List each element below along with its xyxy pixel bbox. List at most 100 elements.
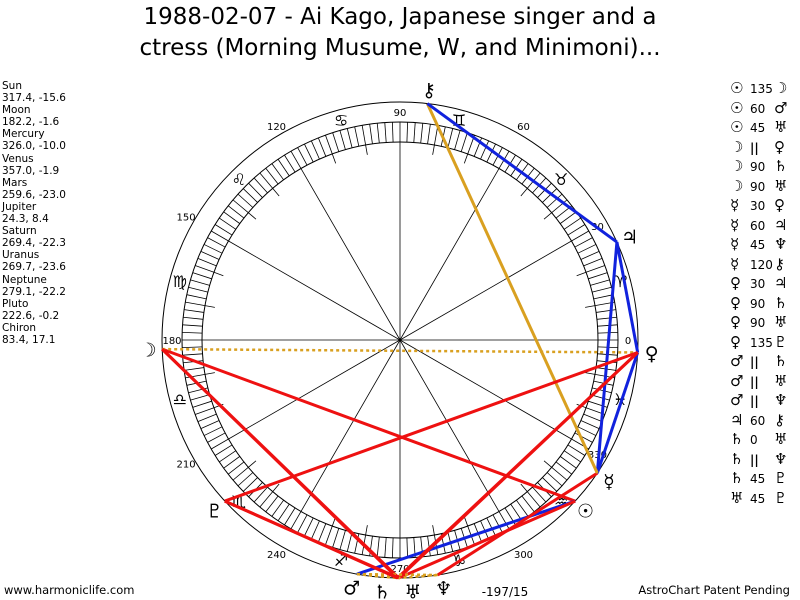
ring-tick <box>192 400 212 408</box>
planet-name: Uranus <box>2 249 40 262</box>
planet-coords: 357.0, -1.9 <box>2 164 60 177</box>
ring-tick <box>532 486 547 503</box>
aspect-line <box>426 102 618 244</box>
ring-tick <box>310 140 320 160</box>
planet-neptune-icon: ♆ <box>435 578 452 600</box>
degree-tick <box>463 153 469 164</box>
ring-tick <box>492 514 503 533</box>
planet-saturn-icon: ♄ <box>374 581 391 600</box>
ring-tick <box>265 167 279 185</box>
aspect-line <box>224 351 639 503</box>
website-link[interactable]: www.harmoniclife.com <box>4 583 135 597</box>
planet-glyph-icon: ♇ <box>774 332 788 351</box>
planet-name: Mercury <box>2 128 45 141</box>
ring-tick <box>223 456 241 469</box>
ring-tick <box>427 124 431 144</box>
planet-coords: 279.1, -22.2 <box>2 285 66 298</box>
planet-glyph-icon: ☽ <box>730 157 744 175</box>
planet-glyph-icon: ☉ <box>730 79 744 97</box>
planet-name: Chiron <box>2 321 37 334</box>
aspect-row: ☽ 90 ♅ <box>730 177 787 197</box>
ring-tick <box>542 477 558 492</box>
ring-tick <box>597 324 618 327</box>
aspect-value: || <box>750 452 759 467</box>
aspect-value: 135 <box>750 335 773 350</box>
ring-tick <box>391 537 394 558</box>
planet-glyph-icon: ♅ <box>774 118 788 136</box>
aspect-line <box>436 471 599 577</box>
planet-glyph-icon: ♂ <box>730 352 744 370</box>
planet-venus-icon: ♀ <box>645 343 659 365</box>
ring-tick <box>406 537 409 558</box>
aspect-line <box>356 499 576 576</box>
ring-tick <box>214 224 233 236</box>
planet-moon-icon: ☽ <box>140 340 157 362</box>
patent-notice: AstroChart Patent Pending <box>638 583 790 597</box>
aspect-row: ☽ 90 ♄ <box>730 157 787 177</box>
aspect-line <box>162 347 638 354</box>
ring-tick <box>526 491 541 508</box>
planet-glyph-icon: ♆ <box>774 235 788 253</box>
ring-tick <box>200 250 220 260</box>
degree-tick <box>543 460 552 468</box>
ring-tick <box>516 499 529 517</box>
aspect-value: 45 <box>750 472 766 486</box>
planet-glyph-icon: ♄ <box>730 430 744 448</box>
spoke-line <box>300 168 401 341</box>
ring-tick <box>332 132 340 152</box>
degree-tick <box>585 372 596 375</box>
ring-tick <box>325 135 333 155</box>
ring-tick <box>354 126 360 147</box>
planet-coords: 269.4, -22.3 <box>2 237 66 250</box>
spoke-line <box>228 339 401 440</box>
planet-name: Neptune <box>2 273 47 286</box>
degree-label: 0 <box>625 336 631 347</box>
planet-glyph-icon: ♆ <box>774 449 788 468</box>
degree-tick <box>331 153 337 164</box>
aspect-value: 120 <box>750 257 773 272</box>
ring-tick <box>277 503 290 521</box>
ring-tick <box>563 450 581 463</box>
aspect-value: || <box>750 355 759 369</box>
ring-tick <box>211 438 229 450</box>
ring-tick <box>376 123 380 144</box>
degree-tick <box>432 144 435 155</box>
aspect-value: 90 <box>750 160 766 174</box>
ring-tick <box>559 211 577 224</box>
aspect-row: ☿ 45 ♆ <box>730 235 787 255</box>
planet-glyph-icon: ⚷ <box>774 254 785 273</box>
aspect-row: ☉ 135☽ <box>730 79 787 99</box>
ring-tick <box>486 143 496 163</box>
ring-tick <box>253 177 268 194</box>
ring-tick <box>460 132 468 152</box>
degree-tick <box>272 483 280 492</box>
aspect-line <box>161 347 576 503</box>
ring-tick <box>237 472 254 487</box>
ring-tick <box>583 257 603 267</box>
ring-tick <box>190 279 210 286</box>
ring-tick <box>290 151 302 169</box>
aspect-line <box>398 499 576 580</box>
planet-glyph-icon: ♂ <box>730 391 744 409</box>
planet-coords: 326.0, -10.0 <box>2 140 66 153</box>
title-line-2: ctress (Morning Musume, W, and Minimoni)… <box>139 35 661 61</box>
planet-name: Sun <box>2 80 22 92</box>
aspect-row: ☿ 60 ♃ <box>730 216 787 236</box>
aspect-line <box>397 351 639 580</box>
planet-glyph-icon: ☉ <box>730 98 744 117</box>
degree-label: 60 <box>517 122 530 133</box>
ring-tick <box>596 309 616 313</box>
aspect-row: ♀ 90 ♅ <box>730 313 787 333</box>
ring-tick <box>384 122 387 143</box>
ring-tick <box>242 477 258 492</box>
ring-tick <box>580 250 600 260</box>
aspect-row: ♄ 0 ♅ <box>730 430 787 450</box>
planet-glyph-icon: ♅ <box>774 176 788 195</box>
ring-tick <box>420 123 424 144</box>
planet-jupiter-icon: ♃ <box>621 226 638 248</box>
ring-tick <box>346 532 353 552</box>
ring-tick <box>346 128 353 148</box>
ring-tick <box>542 188 558 203</box>
aspect-value: 90 <box>750 316 766 330</box>
